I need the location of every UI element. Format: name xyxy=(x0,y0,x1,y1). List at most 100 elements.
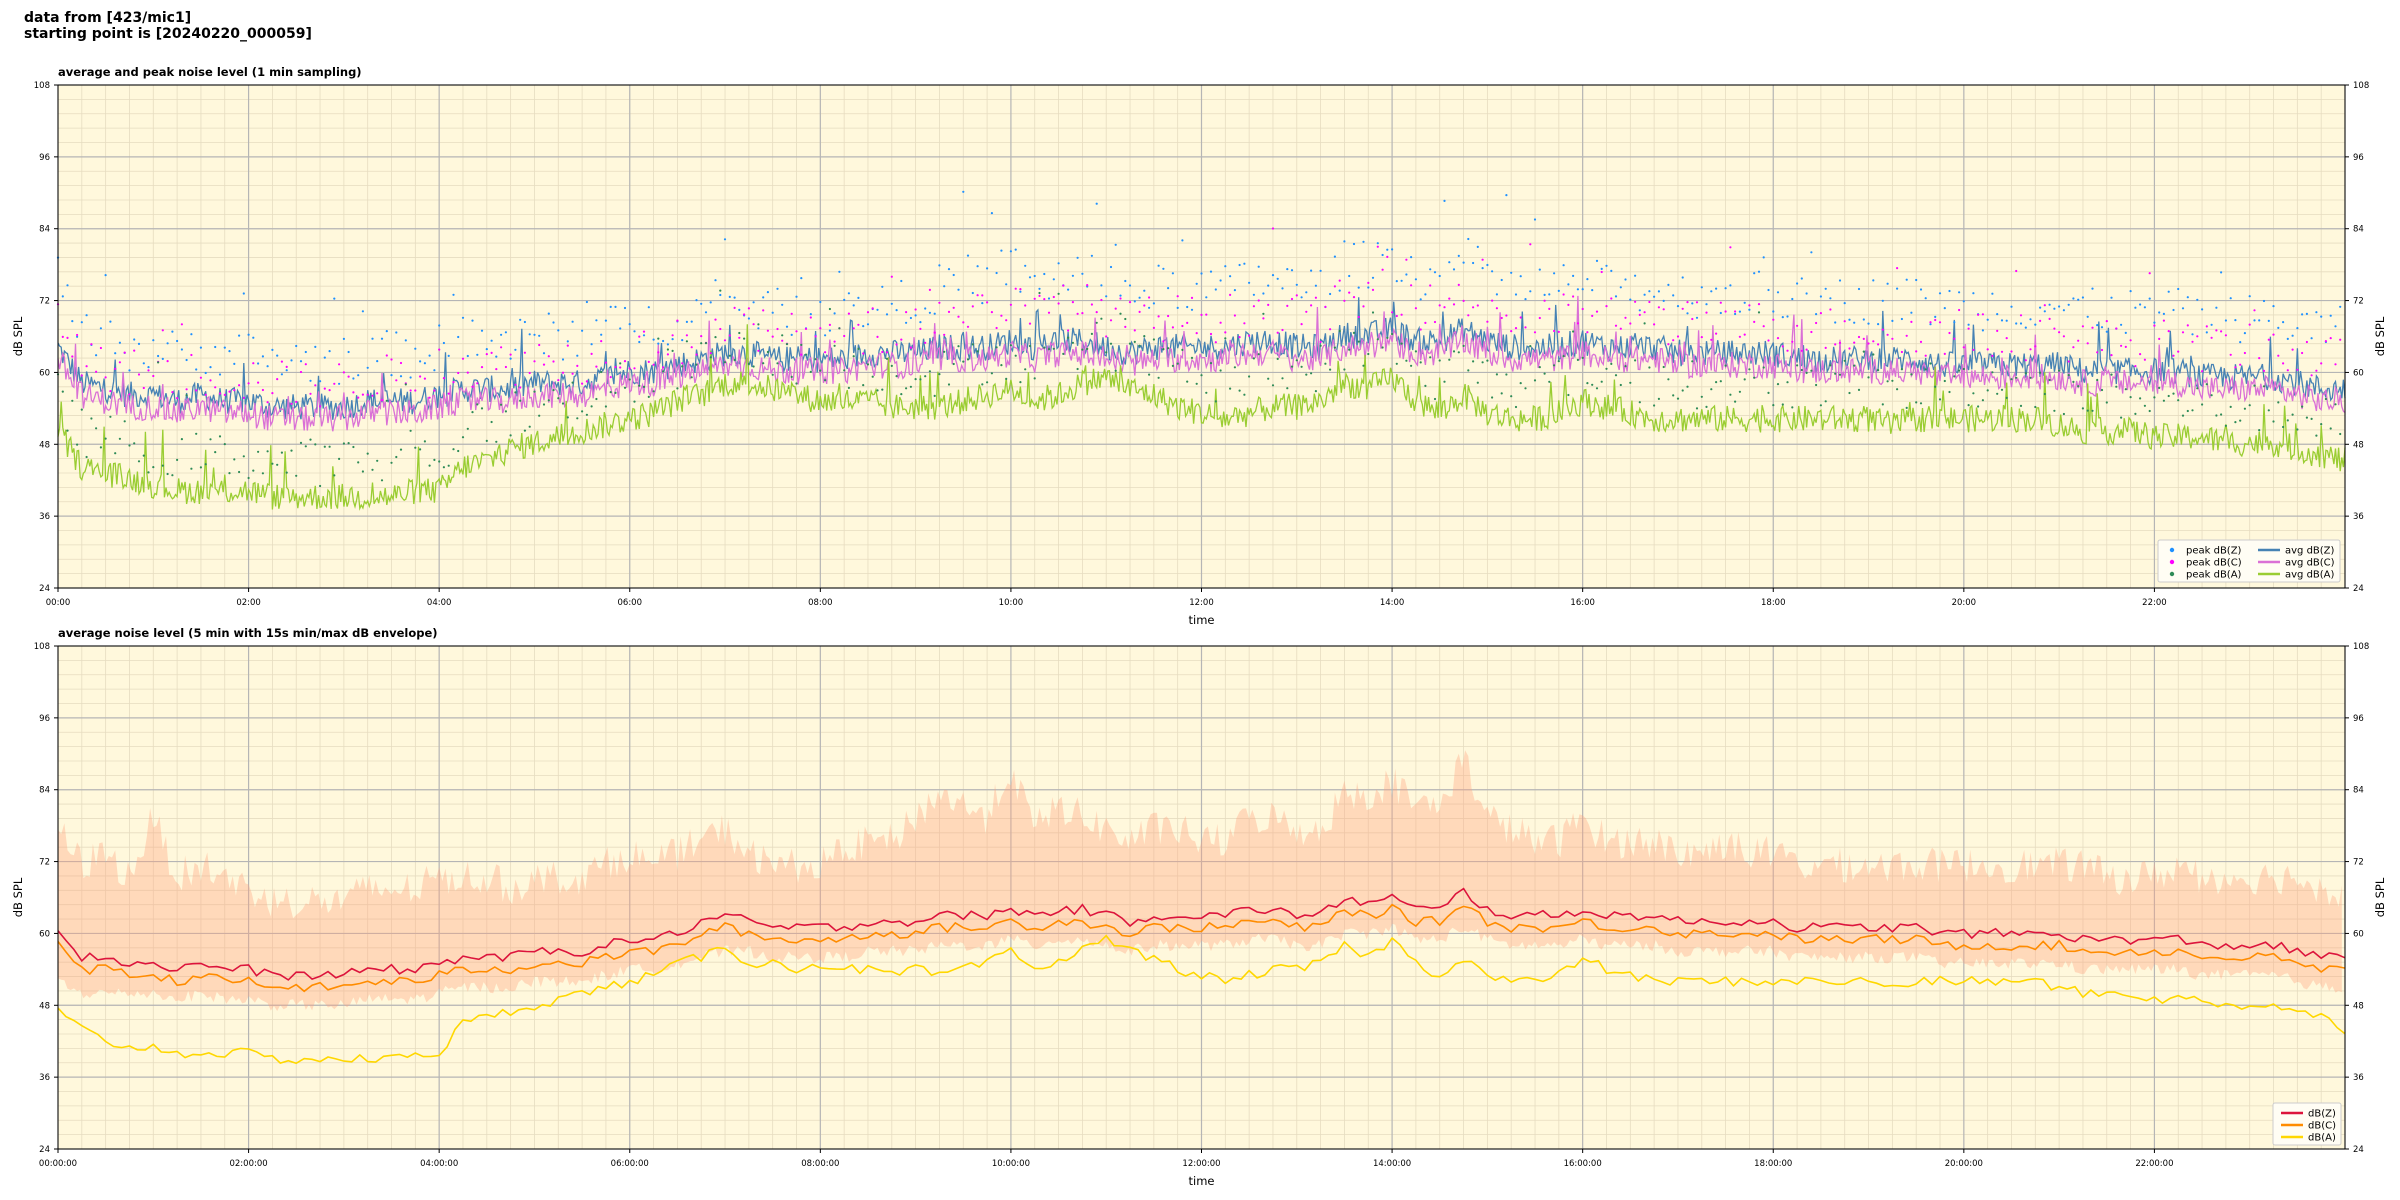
data-point xyxy=(723,238,727,241)
data-point xyxy=(1238,263,1241,267)
data-point xyxy=(461,316,465,319)
data-point xyxy=(1348,291,1351,294)
data-point xyxy=(1510,330,1513,333)
data-point xyxy=(485,439,488,442)
data-point xyxy=(1653,295,1656,298)
data-point xyxy=(480,329,484,332)
data-point xyxy=(1986,348,1989,351)
y-tick-label-right: 36 xyxy=(2353,512,2364,522)
data-point xyxy=(1267,377,1270,380)
data-point xyxy=(1281,377,1284,380)
data-point xyxy=(252,362,255,365)
data-point xyxy=(1977,313,1980,316)
data-point xyxy=(1314,284,1317,287)
data-point xyxy=(1038,287,1041,290)
data-point xyxy=(1543,293,1546,296)
data-point xyxy=(1233,289,1236,292)
data-point xyxy=(123,351,126,354)
data-point xyxy=(824,379,827,382)
y-tick-label-right: 48 xyxy=(2353,1001,2364,1011)
data-point xyxy=(1438,274,1441,278)
data-point xyxy=(981,302,984,305)
data-point xyxy=(1595,387,1599,390)
data-point xyxy=(1524,387,1527,390)
data-point xyxy=(981,294,984,297)
data-point xyxy=(1009,303,1013,306)
data-point xyxy=(171,391,174,394)
data-point xyxy=(2277,401,2280,404)
data-point xyxy=(1867,322,1870,325)
data-point xyxy=(986,381,989,384)
data-point xyxy=(1433,271,1437,274)
data-point xyxy=(114,367,117,370)
data-point xyxy=(685,320,689,323)
data-point xyxy=(633,367,636,370)
data-point xyxy=(1891,319,1894,322)
data-point xyxy=(990,212,994,215)
legend-label: avg dB(Z) xyxy=(2285,546,2335,557)
data-point xyxy=(1457,351,1460,354)
y-tick-label-right: 84 xyxy=(2353,225,2364,235)
x-tick-label: 16:00 xyxy=(1570,598,1595,608)
y-tick-label-right: 72 xyxy=(2353,858,2364,868)
data-point xyxy=(695,353,698,356)
panel-title: average and peak noise level (1 min samp… xyxy=(58,65,362,79)
data-point xyxy=(1624,316,1627,319)
y-tick-label-left: 60 xyxy=(39,929,50,939)
data-point xyxy=(2301,313,2304,316)
data-point xyxy=(404,383,407,386)
data-point xyxy=(218,392,222,395)
data-point xyxy=(299,441,303,444)
data-point xyxy=(271,392,274,395)
data-point xyxy=(857,296,860,299)
data-point xyxy=(1543,299,1546,302)
data-point xyxy=(1829,308,1832,311)
data-point xyxy=(1362,305,1365,308)
data-point xyxy=(1395,362,1398,365)
data-point xyxy=(1319,269,1322,272)
data-point xyxy=(1157,264,1160,267)
data-point xyxy=(714,336,717,339)
data-point xyxy=(585,300,589,304)
data-point xyxy=(380,337,384,340)
data-point xyxy=(657,351,660,354)
data-point xyxy=(1857,287,1861,291)
data-point xyxy=(1386,248,1389,251)
data-point xyxy=(1224,265,1227,268)
data-point xyxy=(1958,291,1961,294)
data-point xyxy=(714,318,717,321)
data-point xyxy=(1305,310,1308,313)
data-point xyxy=(1038,294,1041,297)
data-point xyxy=(542,403,546,406)
data-point xyxy=(1643,311,1646,314)
data-point xyxy=(647,360,650,363)
data-point xyxy=(1067,336,1070,339)
data-point xyxy=(128,393,131,396)
data-point xyxy=(1929,362,1932,365)
data-point xyxy=(1910,320,1913,323)
x-axis-label: time xyxy=(1189,613,1215,627)
data-point xyxy=(1572,295,1575,298)
data-point xyxy=(1781,345,1784,348)
data-point xyxy=(2196,335,2199,338)
data-point xyxy=(647,306,650,309)
data-point xyxy=(1600,270,1603,274)
data-point xyxy=(2053,307,2056,310)
data-point xyxy=(790,333,793,336)
data-point xyxy=(928,311,932,314)
data-point xyxy=(95,427,98,430)
data-point xyxy=(2158,386,2161,389)
data-point xyxy=(2324,340,2327,343)
data-point xyxy=(1090,332,1093,335)
data-point xyxy=(471,385,474,388)
data-point xyxy=(2215,414,2218,417)
data-point xyxy=(1005,377,1008,380)
data-point xyxy=(604,405,608,408)
data-point xyxy=(2024,359,2027,362)
data-point xyxy=(2220,330,2223,333)
data-point xyxy=(90,343,93,346)
data-point xyxy=(1900,368,1903,371)
data-point xyxy=(2258,429,2261,432)
data-point xyxy=(885,351,889,354)
data-point xyxy=(2339,432,2342,436)
